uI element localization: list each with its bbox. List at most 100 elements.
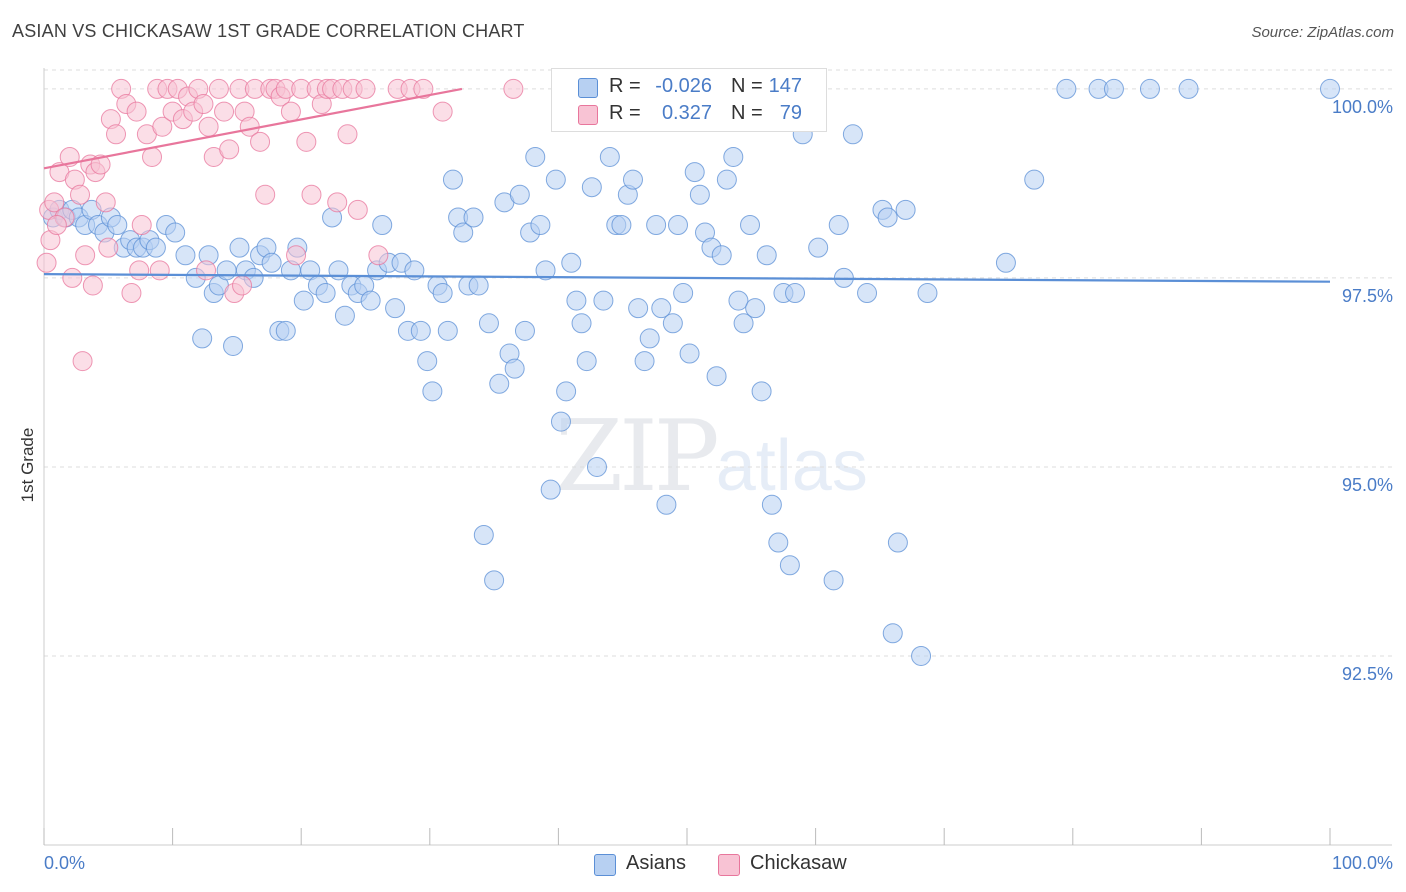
data-point-chickasaw (62, 267, 83, 288)
data-point-asians (261, 252, 282, 273)
data-point-asians (728, 290, 749, 311)
data-point-chickasaw (280, 101, 301, 122)
data-point-asians (509, 184, 530, 205)
data-point-asians (828, 215, 849, 235)
data-point-asians (473, 525, 494, 545)
data-point-asians (1056, 78, 1077, 99)
data-point-asians (315, 283, 336, 304)
series-layer (36, 78, 1340, 666)
y-tick-label: 100.0% (1332, 97, 1393, 117)
data-point-chickasaw (75, 245, 96, 266)
data-point-asians (535, 260, 556, 281)
data-point-asians (175, 245, 196, 266)
data-point-asians (410, 320, 431, 341)
data-point-asians (823, 570, 844, 591)
data-point-chickasaw (142, 146, 163, 167)
data-point-asians (229, 237, 250, 258)
y-tick-label: 97.5% (1342, 286, 1393, 306)
data-point-asians (917, 283, 938, 304)
data-point-asians (808, 237, 829, 258)
data-point-chickasaw (126, 101, 147, 122)
data-point-asians (107, 215, 128, 235)
data-point-asians (192, 328, 213, 349)
data-point-chickasaw (90, 154, 111, 175)
data-point-asians (478, 313, 499, 334)
data-point-chickasaw (98, 237, 119, 258)
data-point-chickasaw (196, 260, 217, 281)
data-point-asians (877, 207, 898, 228)
data-point-asians (223, 335, 244, 356)
trend-line-chickasaw (43, 87, 463, 170)
data-point-chickasaw (250, 131, 271, 152)
legend-r-label: R = (609, 75, 641, 97)
legend-r-value: -0.026 (655, 75, 712, 97)
data-point-asians (857, 283, 878, 304)
y-tick-label: 95.0% (1342, 475, 1393, 495)
data-point-asians (525, 146, 546, 167)
data-point-asians (745, 298, 766, 319)
data-point-asians (593, 290, 614, 311)
data-point-asians (887, 532, 908, 553)
data-point-asians (463, 207, 484, 228)
data-point-asians (842, 124, 863, 145)
data-point-asians (293, 290, 314, 311)
data-point-asians (599, 146, 620, 167)
data-point-asians (556, 381, 577, 402)
data-point-asians (576, 351, 597, 372)
data-point-asians (785, 283, 806, 304)
data-point-chickasaw (413, 78, 434, 99)
data-point-asians (540, 479, 561, 500)
data-point-asians (628, 298, 649, 319)
data-point-chickasaw (337, 124, 358, 145)
data-point-chickasaw (347, 199, 368, 220)
data-point-asians (1139, 78, 1160, 99)
data-point-chickasaw (355, 78, 376, 99)
data-point-asians (453, 222, 474, 243)
data-point-asians (586, 456, 607, 477)
legend-n-value: 79 (779, 102, 802, 124)
data-point-asians (751, 381, 772, 402)
data-point-chickasaw (432, 101, 453, 122)
data-point-chickasaw (36, 252, 57, 273)
data-point-asians (432, 283, 453, 304)
watermark: ZIPatlas (555, 400, 868, 514)
data-point-chickasaw (255, 184, 276, 205)
data-point-chickasaw (149, 260, 170, 281)
data-point-chickasaw (214, 101, 235, 122)
data-point-chickasaw (121, 283, 142, 304)
data-point-chickasaw (44, 192, 65, 213)
data-point-asians (504, 358, 525, 379)
data-point-chickasaw (106, 124, 127, 145)
data-point-asians (911, 645, 932, 666)
data-point-chickasaw (301, 184, 322, 205)
data-point-asians (756, 245, 777, 266)
legend-n-label: N = (731, 75, 763, 97)
data-point-asians (566, 290, 587, 311)
legend-row-asians: R = -0.026 N = 147 (552, 73, 826, 101)
series-legend: Asians Chickasaw (0, 851, 1406, 879)
data-point-chickasaw (82, 275, 103, 296)
data-point-chickasaw (219, 139, 240, 160)
data-point-asians (404, 260, 425, 281)
data-point-chickasaw (193, 94, 214, 115)
data-point-asians (646, 215, 667, 235)
data-point-asians (673, 283, 694, 304)
source-label: Source: ZipAtlas.com (1251, 24, 1394, 41)
data-point-asians (165, 222, 186, 243)
data-point-asians (689, 184, 710, 205)
legend-swatch-chickasaw (718, 854, 740, 876)
y-tick-label: 92.5% (1342, 664, 1393, 684)
data-point-asians (733, 313, 754, 334)
x-tick-label-max: 100.0% (1332, 853, 1393, 873)
data-point-asians (437, 320, 458, 341)
data-point-asians (468, 275, 489, 296)
data-point-asians (995, 252, 1016, 273)
data-point-chickasaw (286, 245, 307, 266)
data-point-chickasaw (503, 78, 524, 99)
data-point-asians (895, 199, 916, 220)
data-point-asians (656, 494, 677, 515)
data-point-chickasaw (72, 351, 93, 372)
data-point-asians (639, 328, 660, 349)
data-point-chickasaw (198, 116, 219, 137)
